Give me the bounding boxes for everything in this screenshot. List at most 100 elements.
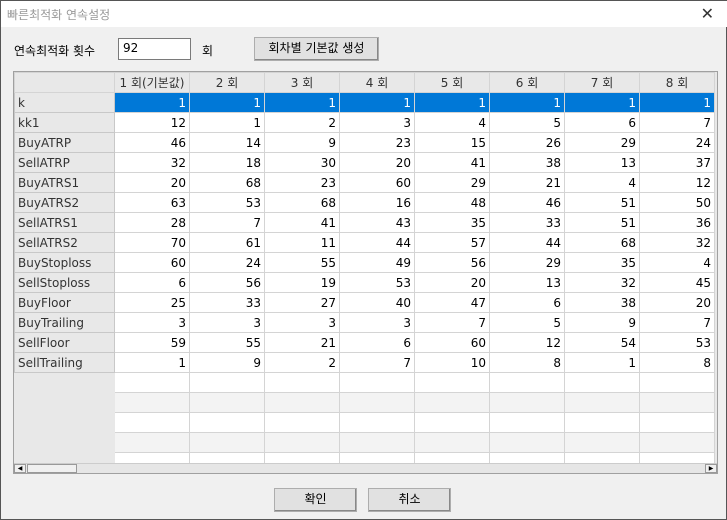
cell[interactable]: 3 — [114, 312, 190, 333]
row-header[interactable]: BuyTrailing — [14, 312, 115, 333]
column-header[interactable]: 6 회 — [489, 72, 565, 93]
cell[interactable]: 2 — [264, 352, 340, 373]
cell[interactable]: 68 — [564, 232, 640, 253]
cell[interactable]: 8 — [489, 352, 565, 373]
cell[interactable]: 68 — [189, 172, 265, 193]
cell[interactable]: 20 — [339, 152, 415, 173]
cell[interactable]: 70 — [114, 232, 190, 253]
cell[interactable]: 38 — [564, 292, 640, 313]
cell[interactable]: 24 — [189, 252, 265, 273]
cell[interactable]: 21 — [489, 172, 565, 193]
cell[interactable]: 20 — [114, 172, 190, 193]
cell[interactable]: 48 — [414, 192, 490, 213]
cell[interactable]: 5 — [489, 312, 565, 333]
cell[interactable]: 1 — [564, 92, 640, 113]
cell[interactable]: 29 — [414, 172, 490, 193]
cell[interactable]: 46 — [114, 132, 190, 153]
cell[interactable]: 30 — [264, 152, 340, 173]
cell[interactable]: 20 — [639, 292, 715, 313]
row-header[interactable]: SellStoploss — [14, 272, 115, 293]
cell[interactable]: 1 — [489, 92, 565, 113]
row-header[interactable]: BuyATRS1 — [14, 172, 115, 193]
cell[interactable]: 1 — [114, 92, 190, 113]
cell[interactable]: 33 — [489, 212, 565, 233]
column-header[interactable]: 4 회 — [339, 72, 415, 93]
row-header[interactable]: SellATRP — [14, 152, 115, 173]
cell[interactable]: 56 — [189, 272, 265, 293]
cell[interactable]: 44 — [489, 232, 565, 253]
cell[interactable]: 32 — [639, 232, 715, 253]
cell[interactable]: 41 — [414, 152, 490, 173]
cell[interactable]: 37 — [639, 152, 715, 173]
cell[interactable]: 8 — [639, 352, 715, 373]
cell[interactable]: 9 — [564, 312, 640, 333]
cell[interactable]: 60 — [114, 252, 190, 273]
cell[interactable]: 53 — [639, 332, 715, 353]
cell[interactable]: 12 — [114, 112, 190, 133]
row-header[interactable]: SellATRS1 — [14, 212, 115, 233]
cell[interactable]: 1 — [189, 92, 265, 113]
cell[interactable]: 60 — [339, 172, 415, 193]
cell[interactable]: 11 — [264, 232, 340, 253]
cell[interactable]: 1 — [639, 92, 715, 113]
cell[interactable]: 7 — [639, 112, 715, 133]
cell[interactable]: 23 — [264, 172, 340, 193]
cell[interactable]: 15 — [414, 132, 490, 153]
scroll-left-icon[interactable]: ◀ — [14, 464, 26, 473]
cell[interactable]: 13 — [489, 272, 565, 293]
cell[interactable]: 27 — [264, 292, 340, 313]
cell[interactable]: 56 — [414, 252, 490, 273]
row-header[interactable]: SellATRS2 — [14, 232, 115, 253]
table-row[interactable]: BuyFloor 25 33 27 40 47 6 38 20 — [14, 292, 715, 313]
table-row[interactable]: SellStoploss 6 56 19 53 20 13 32 45 — [14, 272, 715, 293]
cell[interactable]: 16 — [339, 192, 415, 213]
cell[interactable]: 7 — [414, 312, 490, 333]
cell[interactable]: 53 — [339, 272, 415, 293]
cell[interactable]: 29 — [564, 132, 640, 153]
table-row[interactable]: SellFloor 59 55 21 6 60 12 54 53 — [14, 332, 715, 353]
cell[interactable]: 41 — [264, 212, 340, 233]
table-row[interactable]: kk1 12 1 2 3 4 5 6 7 — [14, 112, 715, 133]
column-header[interactable]: 2 회 — [189, 72, 265, 93]
cell[interactable]: 21 — [264, 332, 340, 353]
cell[interactable]: 43 — [339, 212, 415, 233]
cell[interactable]: 14 — [189, 132, 265, 153]
cell[interactable]: 40 — [339, 292, 415, 313]
cell[interactable]: 4 — [564, 172, 640, 193]
cell[interactable]: 63 — [114, 192, 190, 213]
cell[interactable]: 6 — [564, 112, 640, 133]
cell[interactable]: 25 — [114, 292, 190, 313]
cell[interactable]: 55 — [189, 332, 265, 353]
row-header[interactable]: SellTrailing — [14, 352, 115, 373]
cell[interactable]: 1 — [564, 352, 640, 373]
cell[interactable]: 55 — [264, 252, 340, 273]
column-header[interactable]: 1 회(기본값) — [114, 72, 190, 93]
cell[interactable]: 50 — [639, 192, 715, 213]
column-header[interactable]: 7 회 — [564, 72, 640, 93]
cell[interactable]: 29 — [489, 252, 565, 273]
cell[interactable]: 19 — [264, 272, 340, 293]
cell[interactable]: 7 — [189, 212, 265, 233]
cell[interactable]: 5 — [489, 112, 565, 133]
cell[interactable]: 47 — [414, 292, 490, 313]
row-header[interactable]: kk1 — [14, 112, 115, 133]
table-row[interactable]: BuyATRP 46 14 9 23 15 26 29 24 — [14, 132, 715, 153]
cell[interactable]: 2 — [264, 112, 340, 133]
cell[interactable]: 6 — [114, 272, 190, 293]
cell[interactable]: 6 — [339, 332, 415, 353]
cell[interactable]: 44 — [339, 232, 415, 253]
cell[interactable]: 60 — [414, 332, 490, 353]
cell[interactable]: 54 — [564, 332, 640, 353]
cell[interactable]: 35 — [414, 212, 490, 233]
table-row[interactable]: SellATRS1 28 7 41 43 35 33 51 36 — [14, 212, 715, 233]
generate-defaults-button[interactable]: 회차별 기본값 생성 — [254, 37, 379, 61]
column-header[interactable]: 8 회 — [639, 72, 715, 93]
cell[interactable]: 23 — [339, 132, 415, 153]
cell[interactable]: 9 — [189, 352, 265, 373]
cell[interactable]: 1 — [189, 112, 265, 133]
cell[interactable]: 3 — [339, 312, 415, 333]
cell[interactable]: 36 — [639, 212, 715, 233]
cell[interactable]: 51 — [564, 212, 640, 233]
